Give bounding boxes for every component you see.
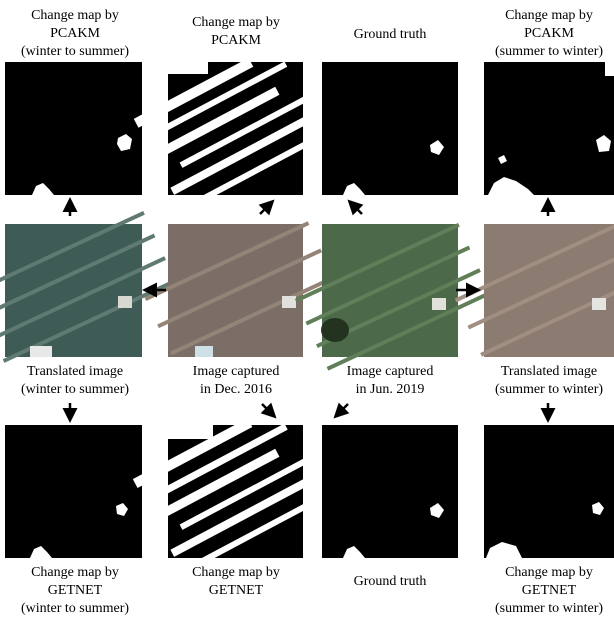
caption-line: Change map by xyxy=(192,15,280,30)
caption-line: GETNET xyxy=(48,583,103,598)
caption-line: Image captured xyxy=(347,364,434,379)
arrow xyxy=(262,404,273,415)
caption-line: Change map by xyxy=(192,565,280,580)
caption-line: Ground truth xyxy=(354,27,427,42)
ground-truth-bottom xyxy=(322,425,458,558)
arrow xyxy=(351,203,362,214)
caption-line: (summer to winter) xyxy=(495,601,603,616)
arrow xyxy=(260,203,271,214)
caption-line: Translated image xyxy=(27,364,123,379)
caption-line: (summer to winter) xyxy=(495,382,603,397)
caption-line: (summer to winter) xyxy=(495,44,603,59)
caption-line: in Jun. 2019 xyxy=(356,382,425,397)
caption-line: PCAKM xyxy=(50,26,100,41)
translated-image-s2w xyxy=(456,224,614,357)
caption-line: Change map by xyxy=(505,8,593,23)
caption-line: (winter to summer) xyxy=(21,601,129,616)
change-map-getnet-dec xyxy=(133,404,325,574)
ground-truth-top xyxy=(322,62,458,195)
change-map-getnet-w2s xyxy=(5,425,142,558)
change-map-pcakm-w2s xyxy=(5,62,142,195)
figure: Change map by PCAKM (winter to summer) Chan… xyxy=(0,0,614,622)
caption-line: Change map by xyxy=(505,565,593,580)
caption-line: Image captured xyxy=(193,364,280,379)
caption-line: Change map by xyxy=(31,565,119,580)
caption-line: Ground truth xyxy=(354,574,427,589)
change-map-getnet-s2w xyxy=(484,425,614,558)
change-map-pcakm-s2w xyxy=(484,62,614,195)
caption-line: GETNET xyxy=(209,583,264,598)
caption-line: GETNET xyxy=(522,583,577,598)
caption-line: (winter to summer) xyxy=(21,382,129,397)
caption-line: PCAKM xyxy=(524,26,574,41)
image-dec-2016 xyxy=(145,223,333,357)
caption-line: Change map by xyxy=(31,8,119,23)
arrow xyxy=(337,404,348,415)
caption-line: in Dec. 2016 xyxy=(200,382,272,397)
caption-line: (winter to summer) xyxy=(21,44,129,59)
translated-image-w2s xyxy=(0,213,176,361)
caption-line: Translated image xyxy=(501,364,597,379)
caption-line: PCAKM xyxy=(211,33,261,48)
change-map-pcakm-dec xyxy=(134,44,325,213)
